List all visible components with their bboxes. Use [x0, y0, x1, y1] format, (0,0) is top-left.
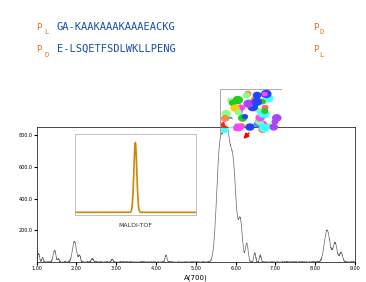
Circle shape — [259, 127, 266, 133]
Circle shape — [233, 96, 242, 103]
Circle shape — [221, 122, 228, 127]
Circle shape — [228, 98, 233, 102]
Circle shape — [253, 92, 261, 98]
Circle shape — [262, 105, 268, 110]
Circle shape — [262, 109, 268, 113]
Circle shape — [273, 115, 281, 121]
Circle shape — [234, 127, 238, 130]
Text: D: D — [45, 52, 49, 58]
Circle shape — [260, 99, 265, 103]
Circle shape — [239, 115, 247, 121]
Text: P: P — [37, 45, 42, 54]
Circle shape — [227, 121, 236, 127]
Circle shape — [243, 115, 247, 118]
Text: L: L — [45, 29, 49, 36]
Circle shape — [236, 109, 242, 114]
Circle shape — [270, 124, 277, 130]
Circle shape — [245, 91, 251, 96]
Circle shape — [260, 125, 269, 132]
Circle shape — [221, 127, 228, 133]
Circle shape — [228, 117, 232, 121]
Circle shape — [251, 97, 259, 103]
Circle shape — [258, 110, 268, 117]
Circle shape — [262, 92, 267, 96]
Circle shape — [266, 124, 271, 127]
Circle shape — [225, 119, 235, 126]
Circle shape — [258, 121, 266, 128]
Circle shape — [234, 124, 243, 131]
Circle shape — [272, 120, 278, 124]
Circle shape — [265, 95, 273, 102]
Circle shape — [250, 104, 256, 109]
Text: P: P — [313, 23, 318, 32]
Text: E-LSQETFSDLWKLLPENG: E-LSQETFSDLWKLLPENG — [57, 44, 175, 54]
Text: D: D — [320, 29, 324, 36]
Circle shape — [243, 93, 250, 98]
X-axis label: A(700): A(700) — [184, 274, 208, 281]
Circle shape — [222, 111, 230, 116]
Circle shape — [226, 95, 234, 101]
Circle shape — [256, 108, 262, 113]
Circle shape — [248, 103, 257, 111]
Circle shape — [239, 124, 244, 128]
Circle shape — [262, 90, 271, 98]
Circle shape — [255, 119, 262, 124]
Circle shape — [235, 110, 241, 114]
Text: GA-KAAKAAAKAAAEACKG: GA-KAAKAAAKAAAEACKG — [57, 22, 175, 32]
Circle shape — [244, 100, 253, 107]
Circle shape — [253, 98, 261, 105]
Circle shape — [249, 103, 255, 108]
Circle shape — [259, 100, 264, 104]
Text: P: P — [313, 45, 318, 54]
Circle shape — [256, 115, 264, 121]
Circle shape — [262, 93, 267, 97]
Circle shape — [260, 111, 269, 118]
Text: P: P — [37, 23, 42, 32]
Circle shape — [227, 103, 231, 107]
Circle shape — [246, 107, 255, 114]
Circle shape — [229, 100, 236, 105]
Circle shape — [258, 122, 264, 125]
Circle shape — [221, 103, 230, 110]
Circle shape — [254, 121, 261, 127]
Circle shape — [222, 116, 229, 121]
Circle shape — [246, 124, 254, 130]
Text: L: L — [320, 52, 324, 58]
Circle shape — [237, 105, 244, 111]
Circle shape — [231, 105, 239, 111]
